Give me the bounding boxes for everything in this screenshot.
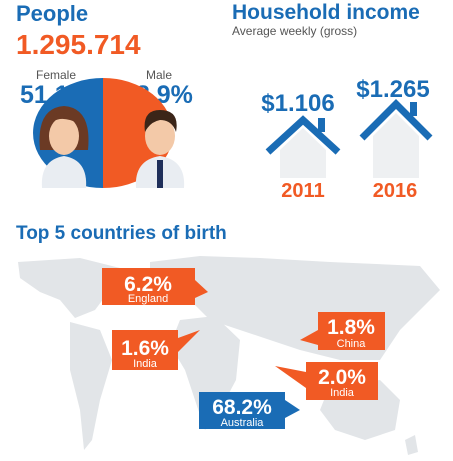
country-value: 1.8% (327, 316, 375, 339)
income-amount: $1.265 (356, 76, 429, 103)
country-value: 68.2% (212, 396, 272, 419)
income-year: 2011 (281, 180, 324, 202)
house-icon (265, 99, 433, 178)
country-value: 1.6% (121, 337, 169, 360)
country-value: 6.2% (124, 273, 172, 296)
income-subtitle: Average weekly (gross) (232, 24, 357, 38)
country-name: England (128, 293, 168, 305)
country-name: China (337, 338, 367, 350)
income-title: Household income (232, 1, 420, 24)
gender-graphic (33, 78, 185, 188)
country-label: 1.8% China (300, 312, 385, 350)
country-label: 1.6% India (112, 330, 200, 370)
male-label: Male (146, 68, 172, 82)
country-name: Australia (221, 417, 265, 429)
country-label: 68.2% Australia (199, 392, 300, 429)
country-label: 2.0% India (275, 362, 378, 400)
country-label: 6.2% England (102, 268, 208, 305)
income-amount: $1.106 (261, 90, 334, 117)
people-title: People (16, 1, 88, 26)
country-name: India (133, 358, 158, 370)
countries-title: Top 5 countries of birth (16, 223, 227, 244)
female-label: Female (36, 68, 76, 82)
people-count: 1.295.714 (16, 29, 141, 60)
country-name: India (330, 387, 355, 399)
country-value: 2.0% (318, 366, 366, 389)
income-year: 2016 (373, 180, 418, 202)
